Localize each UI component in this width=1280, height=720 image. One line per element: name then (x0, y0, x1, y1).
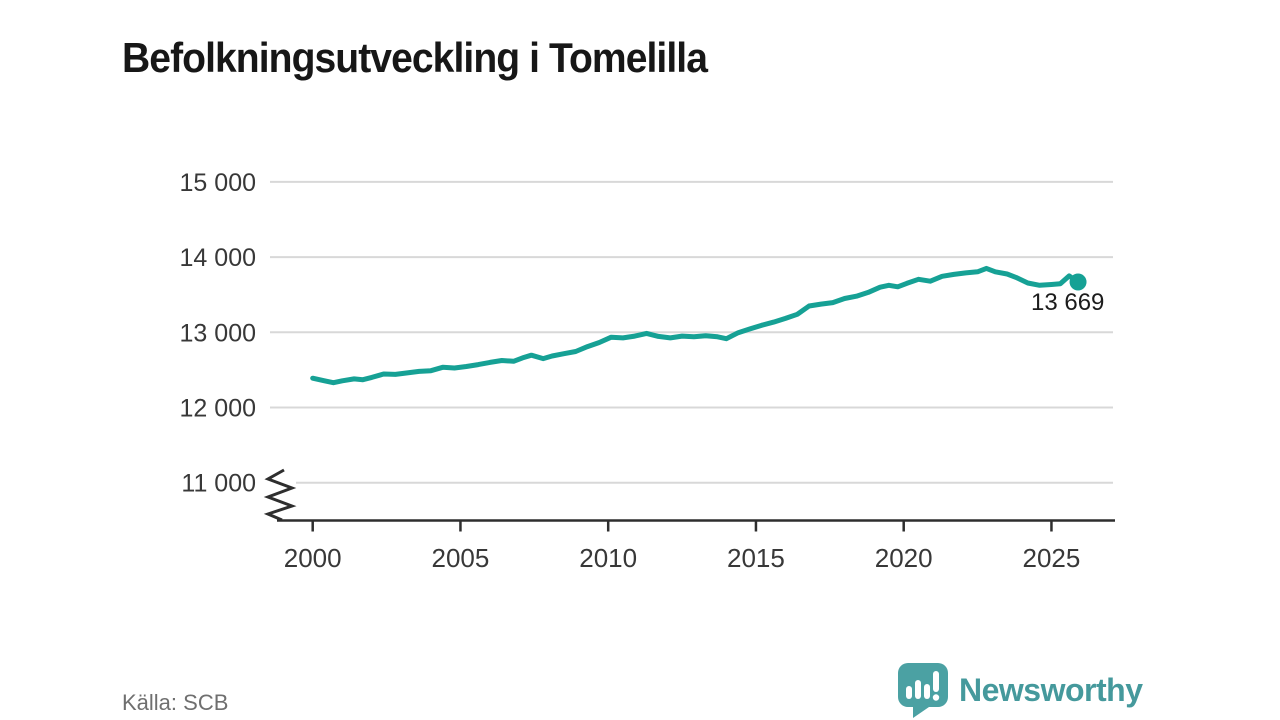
x-tick-label: 2010 (579, 543, 637, 573)
y-tick-label: 14 000 (180, 244, 256, 272)
x-tick-label: 2005 (432, 543, 490, 573)
population-line (310, 265, 1081, 386)
source-label: Källa: SCB (122, 690, 229, 715)
newsworthy-branding: Newsworthy (897, 662, 1143, 718)
chart-title: Befolkningsutveckling i Tomelilla (122, 34, 708, 82)
latest-value-label: 13 669 (1031, 289, 1105, 316)
y-tick-label: 13 000 (180, 319, 256, 347)
bar-chart-glyph (906, 671, 939, 699)
y-tick-label: 11 000 (181, 470, 256, 498)
newsworthy-wordmark: Newsworthy (959, 671, 1143, 708)
exclamation-dot (932, 694, 940, 701)
y-tick-label: 12 000 (180, 395, 256, 423)
end-point-dot (1069, 273, 1087, 291)
x-tick-label: 2000 (284, 543, 342, 573)
newsworthy-logo-icon (898, 663, 948, 718)
axis-break-icon (263, 468, 297, 522)
x-tick-label: 2020 (875, 543, 933, 573)
y-tick-label: 15 000 (180, 169, 256, 197)
speech-bubble-shape (898, 663, 948, 718)
x-tick-label: 2025 (1023, 543, 1081, 573)
x-tick-label: 2015 (727, 543, 785, 573)
